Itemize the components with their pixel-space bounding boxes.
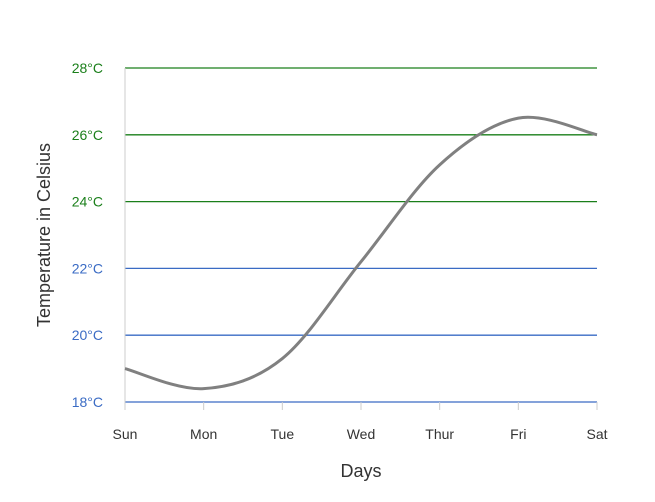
y-tick-label: 26°C	[72, 127, 103, 143]
x-tick-label: Fri	[510, 426, 526, 442]
y-tick-label: 22°C	[72, 260, 103, 276]
x-tick-marks	[124, 402, 598, 410]
x-tick-label: Sun	[113, 426, 138, 442]
x-axis-title: Days	[340, 461, 381, 481]
x-tick-label: Wed	[347, 426, 376, 442]
y-tick-label: 28°C	[72, 60, 103, 76]
series-line-temperature	[124, 115, 598, 391]
x-tick-label: Sat	[586, 426, 607, 442]
y-axis-title: Temperature in Celsius	[34, 143, 54, 327]
x-tick-labels: Sun Mon Tue Wed Thur Fri Sat	[113, 426, 608, 442]
y-tick-labels: 18°C 20°C 22°C 24°C 26°C 28°C	[72, 60, 103, 410]
x-tick-label: Mon	[190, 426, 217, 442]
x-tick-label: Thur	[425, 426, 454, 442]
x-tick-label: Tue	[271, 426, 295, 442]
y-tick-label: 18°C	[72, 394, 103, 410]
y-tick-label: 24°C	[72, 194, 103, 210]
y-tick-label: 20°C	[72, 327, 103, 343]
